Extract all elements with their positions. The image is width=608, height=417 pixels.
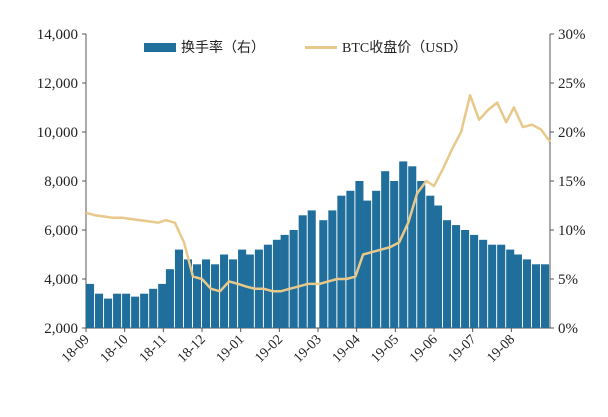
turnover-bar bbox=[104, 298, 113, 328]
turnover-bar bbox=[470, 234, 479, 328]
left-tick-label: 14,000 bbox=[37, 27, 78, 43]
turnover-bar bbox=[372, 190, 381, 328]
left-tick-label: 10,000 bbox=[37, 125, 78, 141]
legend: 换手率（右） BTC收盘价（USD） bbox=[144, 39, 467, 56]
x-tick-label: 19-04 bbox=[330, 332, 364, 366]
turnover-bar bbox=[337, 195, 346, 328]
turnover-bar bbox=[289, 230, 298, 328]
turnover-bar bbox=[506, 249, 515, 328]
turnover-bar bbox=[355, 181, 364, 328]
turnover-bar bbox=[522, 259, 531, 328]
left-tick-label: 2,000 bbox=[44, 321, 78, 337]
x-tick-label: 19-02 bbox=[252, 332, 286, 366]
right-tick-label: 5% bbox=[558, 272, 578, 288]
turnover-bar bbox=[263, 244, 272, 328]
turnover-bar bbox=[390, 181, 399, 328]
right-tick-label: 0% bbox=[558, 321, 578, 337]
turnover-bar bbox=[238, 249, 247, 328]
right-tick-label: 25% bbox=[558, 76, 586, 92]
right-tick-label: 10% bbox=[558, 223, 586, 239]
turnover-bar bbox=[513, 254, 522, 328]
turnover-bar bbox=[307, 210, 316, 328]
x-tick-label: 19-07 bbox=[446, 332, 480, 366]
left-tick-label: 4,000 bbox=[44, 272, 78, 288]
turnover-bar bbox=[399, 161, 408, 328]
right-tick-label: 30% bbox=[558, 27, 586, 43]
turnover-bar bbox=[488, 244, 497, 328]
x-tick-label: 18-11 bbox=[137, 332, 170, 365]
turnover-bar bbox=[211, 264, 220, 328]
turnover-bar bbox=[183, 259, 193, 328]
turnover-bar bbox=[192, 264, 202, 328]
left-axis-ticks: 2,000 4,000 6,000 8,000 10,000 12,000 14,000 bbox=[37, 27, 86, 337]
turnover-bar bbox=[363, 200, 372, 328]
turnover-bar bbox=[408, 166, 417, 328]
turnover-bar bbox=[113, 293, 122, 328]
legend-label-line: BTC收盘价（USD） bbox=[342, 39, 467, 56]
legend-label-bars: 换手率（右） bbox=[181, 39, 265, 56]
turnover-bar bbox=[95, 293, 104, 328]
turnover-bar bbox=[328, 210, 337, 328]
turnover-bar bbox=[220, 254, 229, 328]
legend-swatch-bars bbox=[144, 43, 176, 52]
turnover-bar bbox=[540, 264, 550, 328]
turnover-bar bbox=[174, 249, 183, 328]
bars-layer bbox=[86, 161, 550, 328]
left-tick-label: 6,000 bbox=[44, 223, 78, 239]
turnover-bar bbox=[272, 239, 281, 328]
x-tick-label: 18-12 bbox=[175, 332, 209, 366]
turnover-bar bbox=[346, 190, 355, 328]
turnover-bar bbox=[443, 220, 452, 328]
turnover-bar bbox=[158, 283, 167, 328]
turnover-bar bbox=[417, 181, 426, 328]
turnover-bar bbox=[461, 230, 470, 328]
turnover-bar bbox=[86, 283, 95, 328]
x-tick-label: 19-03 bbox=[291, 332, 325, 366]
line-layer bbox=[85, 94, 552, 293]
turnover-bar bbox=[497, 244, 506, 328]
turnover-bar bbox=[245, 254, 254, 328]
x-tick-label: 19-08 bbox=[484, 332, 518, 366]
left-tick-label: 8,000 bbox=[44, 174, 78, 190]
turnover-bar bbox=[202, 259, 211, 328]
x-tick-label: 18-10 bbox=[98, 332, 132, 366]
turnover-bar bbox=[229, 259, 238, 328]
turnover-bar bbox=[298, 215, 307, 328]
right-tick-label: 20% bbox=[558, 125, 586, 141]
left-tick-label: 12,000 bbox=[37, 76, 78, 92]
turnover-bar bbox=[140, 293, 149, 328]
x-tick-label: 18-09 bbox=[59, 332, 93, 366]
btc-price-line bbox=[85, 94, 552, 293]
turnover-bar bbox=[131, 296, 140, 328]
turnover-bar bbox=[149, 288, 158, 328]
turnover-bar bbox=[280, 234, 289, 328]
turnover-bar bbox=[426, 195, 435, 328]
turnover-bar bbox=[479, 239, 488, 328]
x-tick-label: 19-01 bbox=[214, 332, 248, 366]
right-tick-label: 15% bbox=[558, 174, 586, 190]
right-axis-ticks: 0% 5% 10% 15% 20% 25% 30% bbox=[550, 27, 586, 337]
turnover-bar bbox=[122, 293, 131, 328]
turnover-bar bbox=[319, 220, 328, 328]
turnover-bar bbox=[531, 264, 541, 328]
x-tick-label: 19-06 bbox=[407, 332, 441, 366]
turnover-bar bbox=[434, 205, 443, 328]
turnover-bar bbox=[452, 225, 461, 328]
turnover-bar bbox=[165, 269, 174, 328]
x-tick-label: 19-05 bbox=[368, 332, 402, 366]
x-axis-ticks: 18-09 18-10 18-11 18-12 19-01 19-02 19-03 19-04… bbox=[59, 328, 518, 366]
